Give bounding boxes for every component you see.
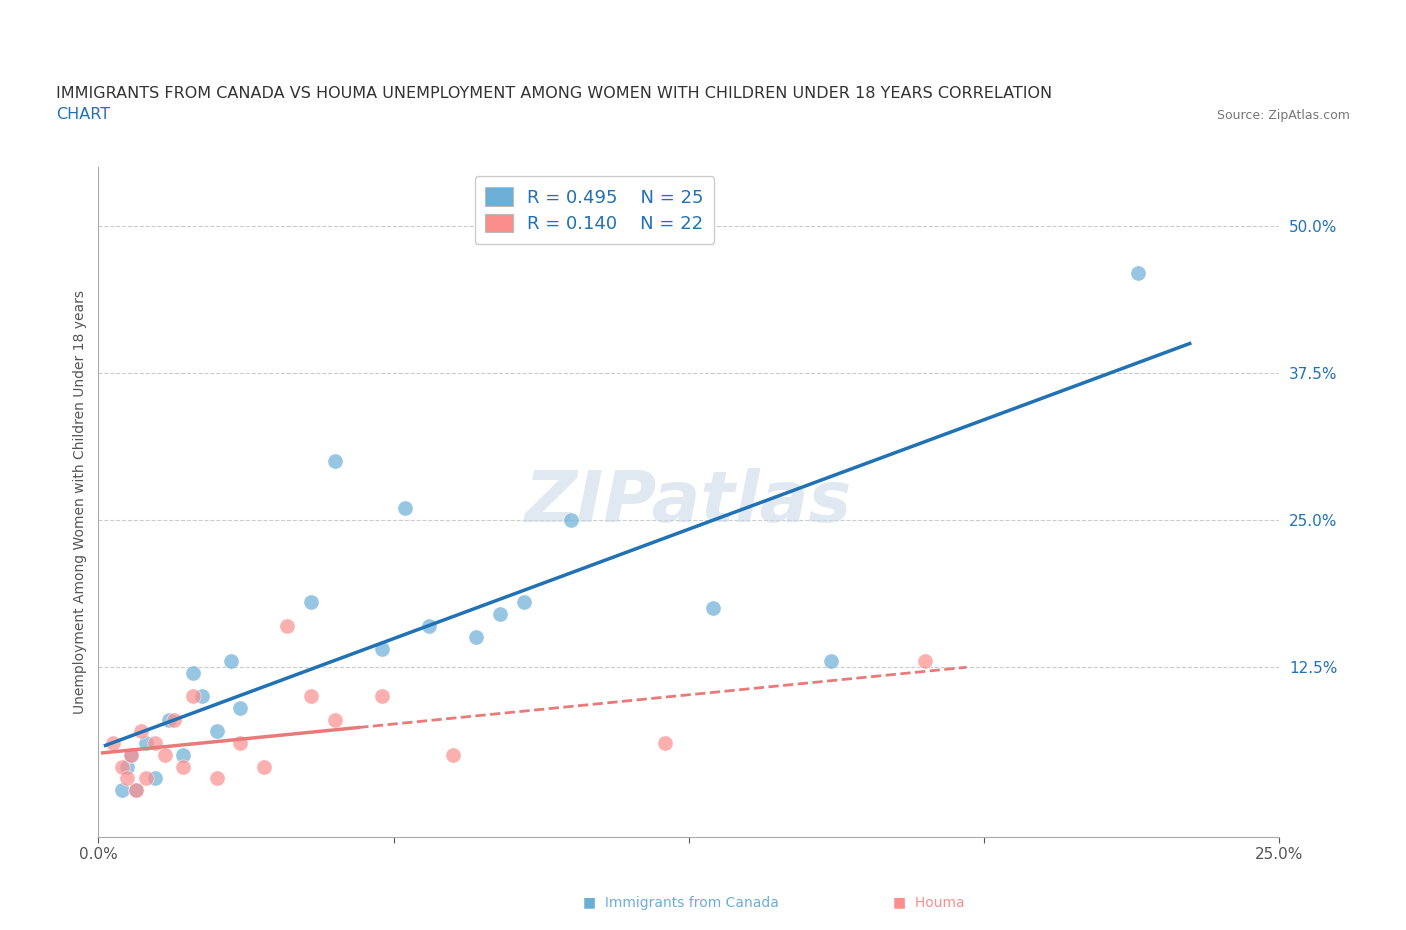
- Point: [135, 736, 157, 751]
- Point: [205, 724, 228, 738]
- Point: [163, 712, 186, 727]
- Point: [394, 500, 416, 515]
- Point: [135, 771, 157, 786]
- Point: [323, 454, 346, 469]
- Point: [219, 654, 242, 669]
- Text: CHART: CHART: [56, 107, 110, 122]
- Point: [702, 601, 724, 616]
- Point: [276, 618, 298, 633]
- Point: [229, 700, 252, 715]
- Point: [299, 688, 322, 703]
- Point: [1126, 266, 1149, 281]
- Point: [205, 771, 228, 786]
- Point: [371, 642, 394, 657]
- Point: [371, 688, 394, 703]
- Point: [191, 688, 214, 703]
- Point: [512, 594, 534, 609]
- Text: ■  Immigrants from Canada: ■ Immigrants from Canada: [583, 896, 779, 910]
- Point: [253, 759, 276, 774]
- Text: IMMIGRANTS FROM CANADA VS HOUMA UNEMPLOYMENT AMONG WOMEN WITH CHILDREN UNDER 18 : IMMIGRANTS FROM CANADA VS HOUMA UNEMPLOY…: [56, 86, 1052, 100]
- Point: [323, 712, 346, 727]
- Point: [111, 782, 134, 797]
- Point: [111, 759, 134, 774]
- Text: ZIPatlas: ZIPatlas: [526, 468, 852, 537]
- Point: [157, 712, 180, 727]
- Point: [229, 736, 252, 751]
- Point: [121, 748, 143, 763]
- Point: [465, 630, 488, 644]
- Point: [560, 512, 582, 527]
- Point: [143, 771, 166, 786]
- Point: [172, 748, 194, 763]
- Point: [121, 748, 143, 763]
- Point: [101, 736, 124, 751]
- Point: [820, 654, 842, 669]
- Y-axis label: Unemployment Among Women with Children Under 18 years: Unemployment Among Women with Children U…: [73, 290, 87, 714]
- Point: [418, 618, 440, 633]
- Point: [125, 782, 148, 797]
- Text: Source: ZipAtlas.com: Source: ZipAtlas.com: [1216, 109, 1350, 122]
- Point: [115, 771, 138, 786]
- Point: [441, 748, 464, 763]
- Point: [181, 688, 204, 703]
- Point: [654, 736, 676, 751]
- Point: [181, 665, 204, 680]
- Point: [129, 724, 152, 738]
- Point: [172, 759, 194, 774]
- Point: [143, 736, 166, 751]
- Point: [299, 594, 322, 609]
- Point: [914, 654, 936, 669]
- Legend: R = 0.495    N = 25, R = 0.140    N = 22: R = 0.495 N = 25, R = 0.140 N = 22: [475, 177, 714, 244]
- Point: [153, 748, 176, 763]
- Point: [489, 606, 512, 621]
- Point: [125, 782, 148, 797]
- Point: [115, 759, 138, 774]
- Text: ■  Houma: ■ Houma: [893, 896, 965, 910]
